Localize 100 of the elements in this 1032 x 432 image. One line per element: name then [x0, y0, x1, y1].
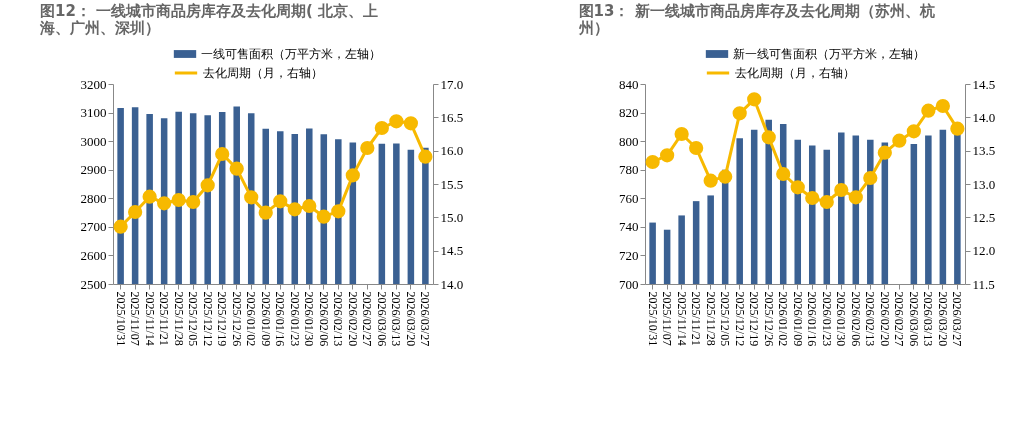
x-tick-label: 2026/03/20 [403, 291, 418, 347]
x-tick-label: 2026/03/27 [950, 291, 965, 347]
point [834, 182, 849, 198]
point [805, 190, 820, 206]
point [403, 116, 418, 131]
x-tick-label: 2026/01/09 [258, 291, 273, 347]
y2-tick-label: 15.5 [440, 176, 464, 192]
chart-title: 图13： 新一线城市商品房库存及去化周期（苏州、杭州） [577, 2, 935, 37]
y2-tick-label: 15.0 [440, 209, 464, 225]
y-tick-label: 2600 [80, 247, 107, 263]
x-tick-label: 2025/12/26 [229, 291, 244, 347]
x-tick-label: 2026/01/30 [834, 291, 849, 347]
x-tick-label: 2025/12/12 [200, 291, 215, 347]
x-tick-label: 2025/11/21 [689, 291, 704, 346]
x-tick-label: 2026/01/16 [805, 291, 820, 347]
y2-tick-label: 14.0 [972, 109, 996, 125]
point [761, 130, 776, 145]
y-tick-label: 760 [619, 190, 639, 206]
x-tick-label: 2026/01/16 [273, 291, 288, 347]
x-tick-label: 2026/02/20 [877, 291, 892, 347]
point [316, 209, 331, 224]
x-tick-label: 2026/01/23 [819, 291, 834, 347]
x-tick-label: 2025/12/12 [732, 291, 747, 347]
x-tick-label: 2026/03/06 [906, 291, 921, 347]
point [819, 194, 834, 210]
point [186, 194, 201, 210]
y-tick-label: 780 [619, 162, 639, 178]
x-tick-label: 2026/03/13 [921, 291, 936, 347]
y-tick-label: 2800 [80, 190, 107, 206]
x-tick-label: 2025/11/07 [660, 291, 675, 346]
point [703, 173, 718, 188]
x-tick-label: 2025/12/19 [747, 291, 762, 347]
x-tick-label: 2025/10/31 [645, 291, 660, 347]
point [718, 169, 733, 184]
y2-tick-label: 12.5 [972, 209, 996, 225]
x-tick-label: 2026/01/09 [790, 291, 805, 347]
y2-tick-label: 13.5 [972, 143, 996, 159]
point [906, 124, 921, 139]
point [776, 166, 791, 182]
point [142, 189, 157, 204]
x-tick-label: 2025/12/05 [718, 291, 733, 347]
y-tick-label: 840 [619, 76, 639, 92]
point [200, 178, 215, 193]
legend-label: 去化周期（月，右轴） [735, 66, 855, 80]
x-tick-label: 2025/11/14 [674, 291, 689, 346]
y2-tick-label: 17.0 [440, 76, 464, 92]
x-tick-label: 2025/11/07 [128, 291, 143, 346]
x-tick-label: 2025/11/28 [171, 291, 186, 346]
point [273, 194, 288, 209]
point [215, 146, 230, 162]
point [790, 180, 805, 195]
y2-tick-label: 16.0 [440, 143, 464, 159]
y2-tick-label: 13.0 [972, 176, 996, 192]
point [747, 92, 762, 107]
y-tick-label: 820 [619, 105, 639, 121]
point [645, 154, 660, 170]
x-tick-label: 2025/12/05 [186, 291, 201, 347]
x-tick-label: 2026/01/30 [302, 291, 317, 347]
x-tick-label: 2026/03/13 [389, 291, 404, 347]
point [892, 133, 907, 148]
point [302, 198, 317, 214]
x-tick-label: 2026/02/27 [360, 291, 375, 347]
point [360, 140, 375, 156]
x-tick-label: 2025/10/31 [113, 291, 128, 347]
legend-label: 去化周期（月，右轴） [203, 66, 323, 80]
x-tick-label: 2026/03/06 [374, 291, 389, 347]
y2-tick-label: 14.5 [972, 76, 996, 92]
y-tick-label: 720 [619, 247, 639, 263]
x-tick-label: 2026/02/13 [331, 291, 346, 347]
x-tick-label: 2026/01/02 [776, 291, 791, 347]
point [921, 103, 936, 118]
x-tick-label: 2026/02/13 [863, 291, 878, 347]
legend-label: 新一线可售面积（万平方米，左轴） [733, 47, 925, 61]
point [128, 204, 143, 220]
x-tick-label: 2026/02/06 [316, 291, 331, 347]
point [863, 170, 878, 186]
point [287, 202, 302, 217]
point [331, 204, 346, 219]
y-tick-label: 740 [619, 219, 639, 235]
x-tick-label: 2025/11/21 [157, 291, 172, 346]
y-tick-label: 2700 [80, 219, 107, 235]
point [848, 190, 863, 205]
point [950, 121, 965, 136]
point [258, 205, 273, 220]
y2-tick-label: 14.0 [440, 276, 464, 292]
x-tick-label: 2026/02/27 [892, 291, 907, 347]
point [674, 126, 689, 142]
y-tick-label: 2900 [80, 162, 107, 178]
x-tick-label: 2026/01/23 [287, 291, 302, 347]
point [171, 192, 186, 208]
x-tick-label: 2025/12/19 [215, 291, 230, 347]
point [157, 196, 172, 211]
point [418, 149, 433, 164]
y-tick-label: 2500 [80, 276, 107, 292]
point [113, 219, 128, 234]
legend-label: 一线可售面积（万平方米，左轴） [201, 47, 381, 61]
point [389, 114, 404, 129]
point [660, 148, 675, 163]
x-tick-label: 2025/11/28 [703, 291, 718, 346]
y-tick-label: 3000 [80, 133, 107, 149]
